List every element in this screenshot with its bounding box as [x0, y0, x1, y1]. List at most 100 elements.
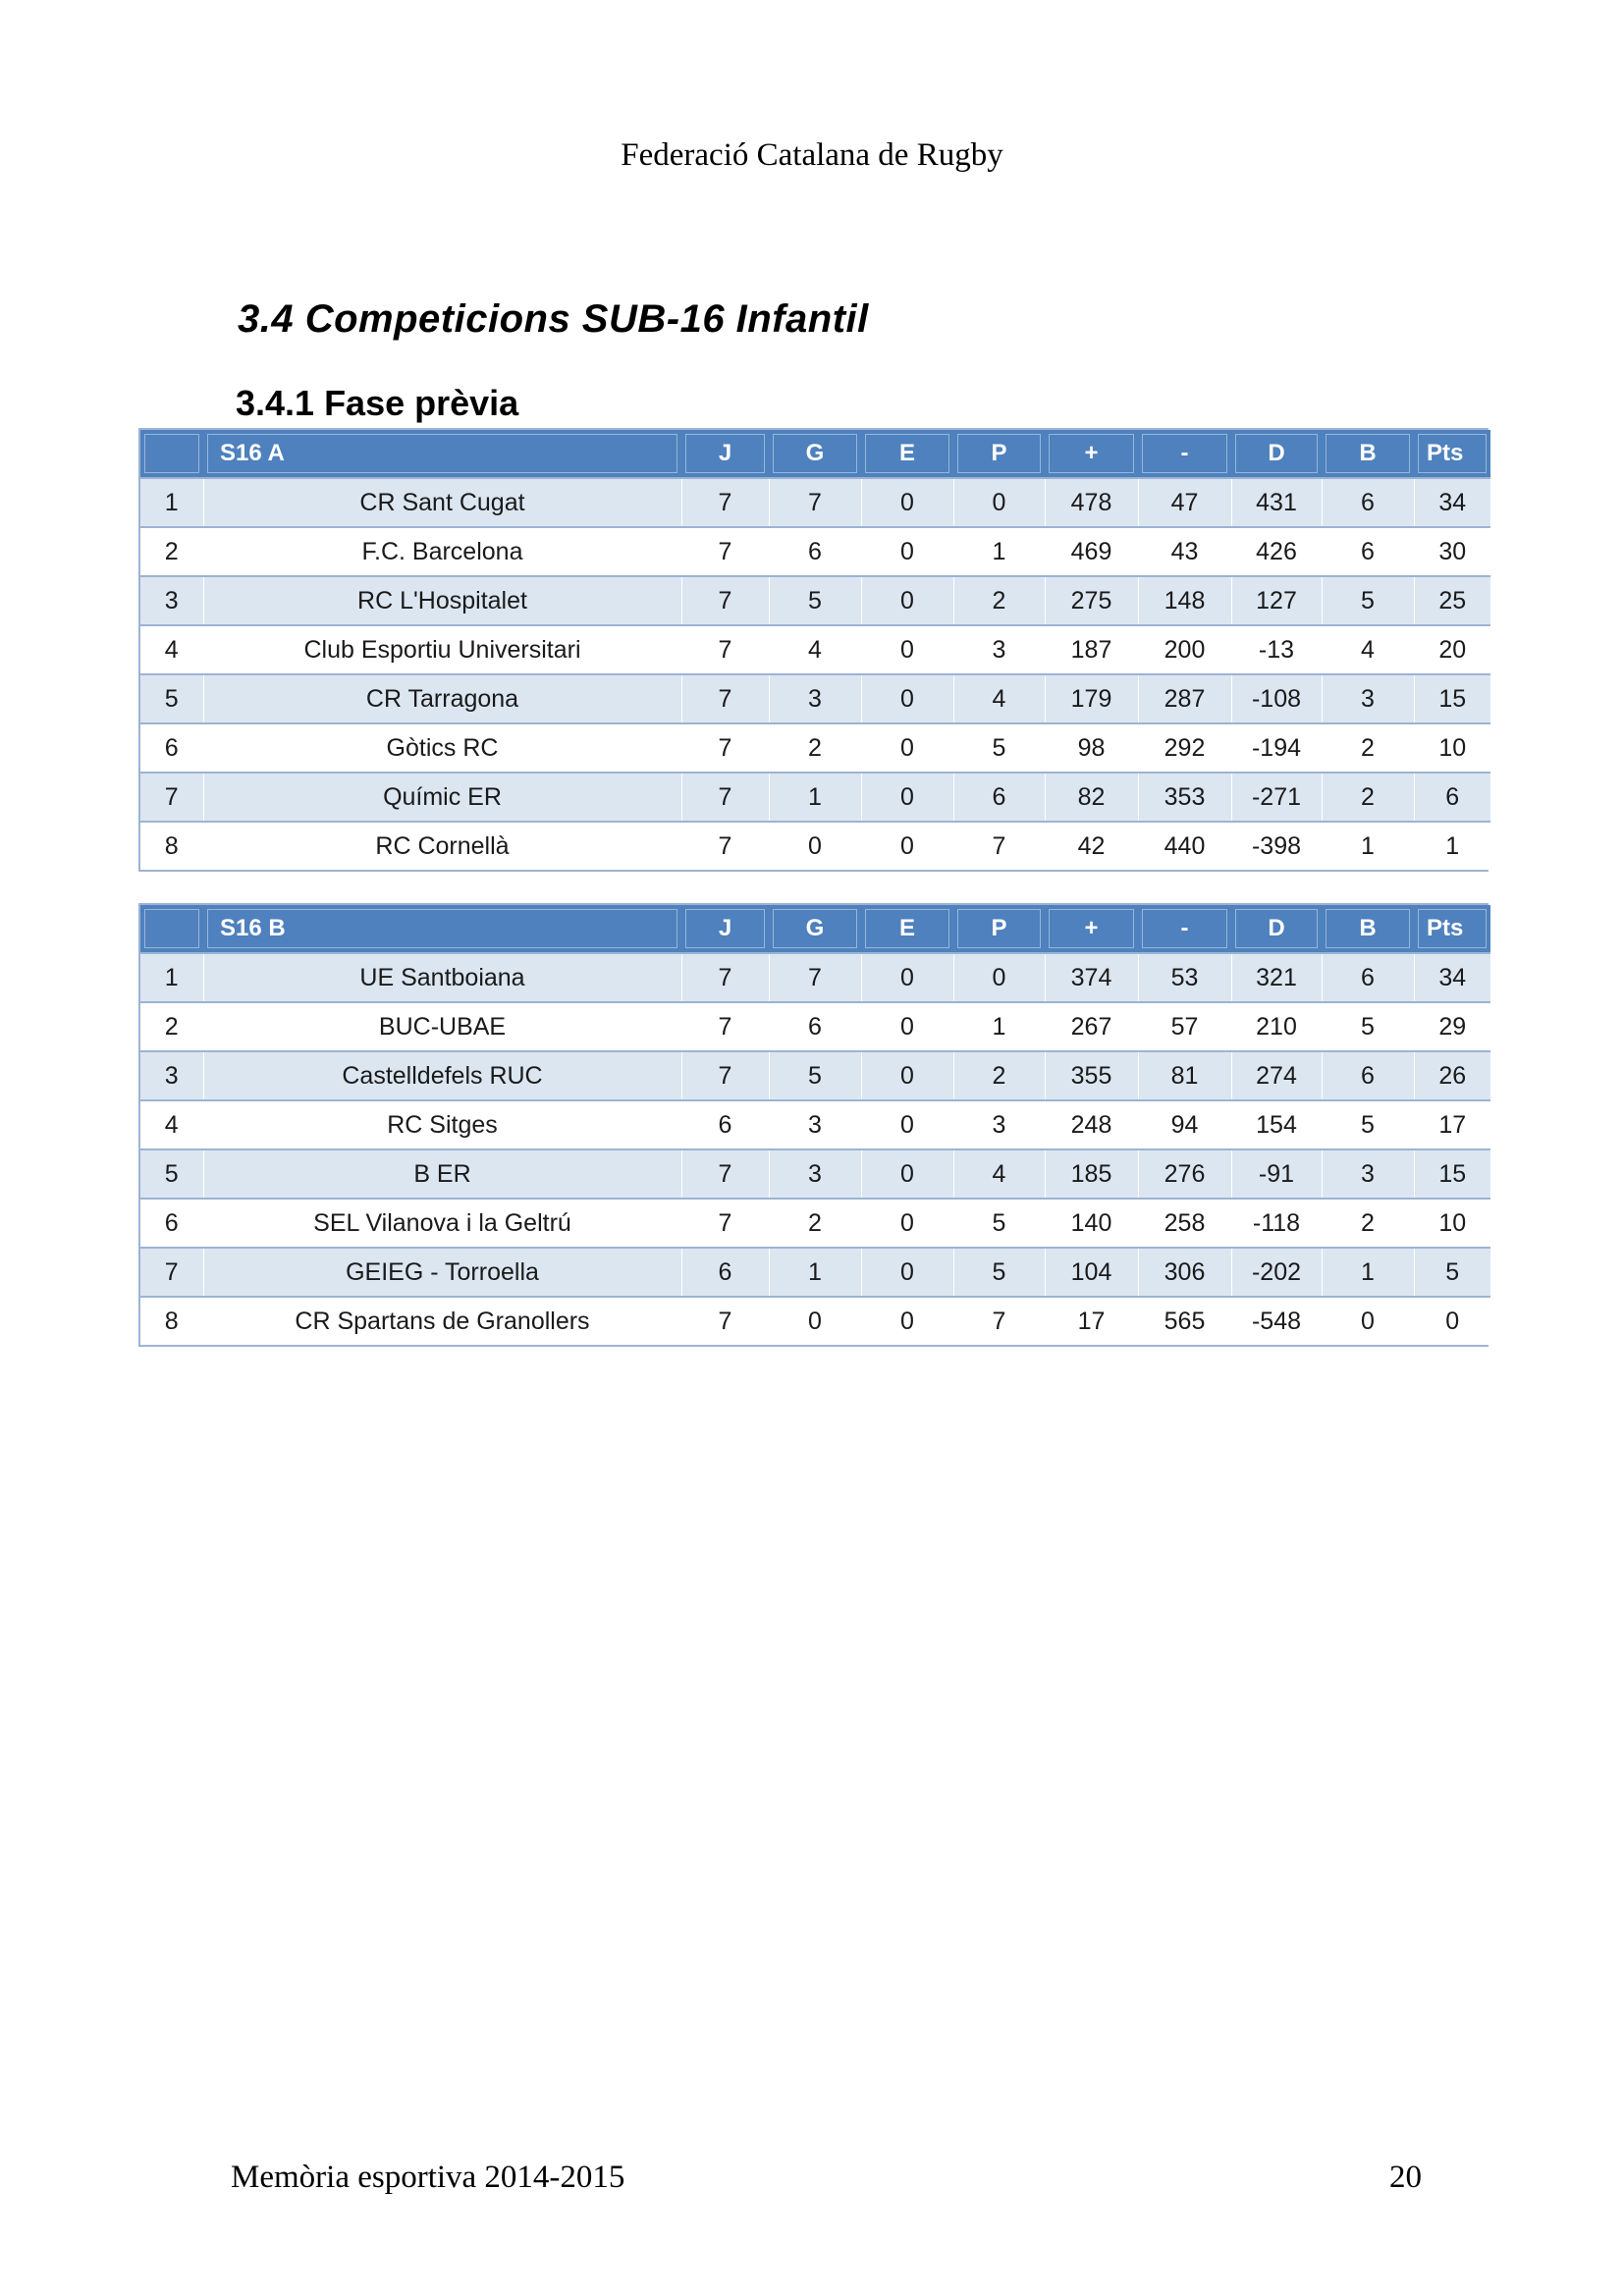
cell-position: 2 [140, 1001, 203, 1051]
cell-position: 1 [140, 952, 203, 1002]
cell-stat: 7 [680, 624, 769, 674]
table-row: 2 F.C. Barcelona 7 6 0 1 469 43 426 6 30 [140, 526, 1490, 576]
cell-stat: 34 [1413, 952, 1490, 1002]
cell-stat: 200 [1137, 624, 1231, 674]
cell-stat: 7 [680, 526, 769, 576]
table-header-row: S16 A J G E P + - D B Pts [140, 430, 1490, 478]
cell-stat: 5 [952, 1198, 1045, 1248]
table-title: S16 A [203, 430, 681, 478]
cell-stat: 0 [860, 1099, 953, 1149]
cell-stat: 0 [860, 1247, 953, 1297]
cell-position: 2 [140, 526, 203, 576]
cell-position: 6 [140, 1198, 203, 1248]
cell-stat: 82 [1044, 772, 1138, 822]
cell-stat: -548 [1230, 1296, 1322, 1345]
cell-stat: 2 [768, 722, 861, 773]
header-cell-plus: + [1045, 905, 1138, 953]
cell-stat: 57 [1137, 1001, 1231, 1051]
cell-stat: 355 [1044, 1050, 1138, 1100]
cell-stat: 426 [1230, 526, 1322, 576]
header-cell-g: G [769, 905, 861, 953]
cell-stat: -398 [1230, 821, 1322, 870]
cell-stat: 7 [680, 1001, 769, 1051]
cell-stat: 7 [680, 1050, 769, 1100]
header-cell-minus: - [1138, 905, 1231, 953]
table-row: 1 UE Santboiana 7 7 0 0 374 53 321 6 34 [140, 952, 1490, 1002]
cell-stat: 7 [680, 1198, 769, 1248]
page-header-title: Federació Catalana de Rugby [621, 137, 1003, 173]
header-cell-pts: Pts [1414, 905, 1490, 953]
cell-team: Gòtics RC [202, 722, 681, 773]
cell-stat: 0 [860, 821, 953, 870]
cell-stat: 185 [1044, 1148, 1138, 1199]
cell-stat: 7 [680, 477, 769, 527]
cell-stat: 7 [680, 1296, 769, 1345]
table-row: 6 SEL Vilanova i la Geltrú 7 2 0 5 140 258 -118 2… [140, 1198, 1490, 1248]
cell-stat: 2 [1321, 1198, 1414, 1248]
cell-stat: 7 [680, 952, 769, 1002]
cell-stat: 7 [680, 821, 769, 870]
cell-team: B ER [202, 1148, 681, 1199]
cell-stat: 6 [1321, 526, 1414, 576]
cell-stat: 3 [768, 1099, 861, 1149]
cell-stat: 6 [1321, 477, 1414, 527]
cell-stat: 4 [768, 624, 861, 674]
header-cell-p: P [953, 430, 1045, 478]
cell-stat: 127 [1230, 575, 1322, 625]
header-cell-b: B [1322, 905, 1414, 953]
cell-stat: 6 [768, 526, 861, 576]
cell-stat: 2 [952, 575, 1045, 625]
cell-stat: 5 [1321, 575, 1414, 625]
header-cell-plus: + [1045, 430, 1138, 478]
cell-position: 3 [140, 575, 203, 625]
cell-stat: 2 [768, 1198, 861, 1248]
cell-stat: 29 [1413, 1001, 1490, 1051]
cell-stat: -271 [1230, 772, 1322, 822]
cell-stat: 6 [768, 1001, 861, 1051]
header-cell-j: J [681, 905, 769, 953]
cell-stat: 258 [1137, 1198, 1231, 1248]
table-header-row: S16 B J G E P + - D B Pts [140, 905, 1490, 953]
table-row: 4 RC Sitges 6 3 0 3 248 94 154 5 17 [140, 1099, 1490, 1149]
cell-stat: 274 [1230, 1050, 1322, 1100]
table-row: 1 CR Sant Cugat 7 7 0 0 478 47 431 6 34 [140, 477, 1490, 527]
cell-stat: 20 [1413, 624, 1490, 674]
cell-stat: 431 [1230, 477, 1322, 527]
cell-stat: -194 [1230, 722, 1322, 773]
cell-stat: 248 [1044, 1099, 1138, 1149]
cell-stat: -202 [1230, 1247, 1322, 1297]
cell-team: F.C. Barcelona [202, 526, 681, 576]
header-cell-e: E [861, 905, 953, 953]
table-row: 5 CR Tarragona 7 3 0 4 179 287 -108 3 15 [140, 673, 1490, 723]
cell-stat: 1 [768, 772, 861, 822]
cell-stat: -108 [1230, 673, 1322, 723]
cell-stat: 10 [1413, 722, 1490, 773]
cell-stat: 0 [860, 722, 953, 773]
cell-stat: 0 [860, 575, 953, 625]
cell-stat: 7 [680, 1148, 769, 1199]
cell-team: RC Sitges [202, 1099, 681, 1149]
cell-stat: 3 [1321, 673, 1414, 723]
cell-position: 5 [140, 1148, 203, 1199]
standings-table-s16b: S16 B J G E P + - D B Pts 1 UE Santboiana 7 7 0 0 374 53 3… [138, 903, 1490, 1347]
standings-tables: S16 A J G E P + - D B Pts 1 CR Sant Cugat 7 7 0 0 478 47 4… [138, 428, 1490, 1347]
cell-stat: 7 [680, 772, 769, 822]
cell-stat: 6 [952, 772, 1045, 822]
cell-stat: 287 [1137, 673, 1231, 723]
cell-stat: 6 [680, 1099, 769, 1149]
cell-stat: 469 [1044, 526, 1138, 576]
header-cell-e: E [861, 430, 953, 478]
cell-position: 7 [140, 772, 203, 822]
table-row: 3 Castelldefels RUC 7 5 0 2 355 81 274 6 26 [140, 1050, 1490, 1100]
header-cell-j: J [681, 430, 769, 478]
page-number: 20 [1389, 2160, 1422, 2195]
cell-stat: 275 [1044, 575, 1138, 625]
table-row: 7 Químic ER 7 1 0 6 82 353 -271 2 6 [140, 772, 1490, 822]
header-cell-pts: Pts [1414, 430, 1490, 478]
cell-stat: 154 [1230, 1099, 1322, 1149]
cell-stat: 565 [1137, 1296, 1231, 1345]
cell-stat: 210 [1230, 1001, 1322, 1051]
cell-stat: 5 [768, 1050, 861, 1100]
cell-stat: 3 [952, 624, 1045, 674]
cell-stat: 6 [1321, 1050, 1414, 1100]
